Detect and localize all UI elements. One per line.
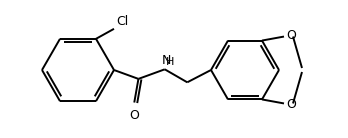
Text: O: O: [286, 29, 296, 42]
Text: N: N: [162, 54, 171, 67]
Text: O: O: [129, 108, 139, 122]
Text: Cl: Cl: [116, 15, 128, 28]
Text: O: O: [286, 98, 296, 111]
Text: H: H: [166, 57, 174, 67]
